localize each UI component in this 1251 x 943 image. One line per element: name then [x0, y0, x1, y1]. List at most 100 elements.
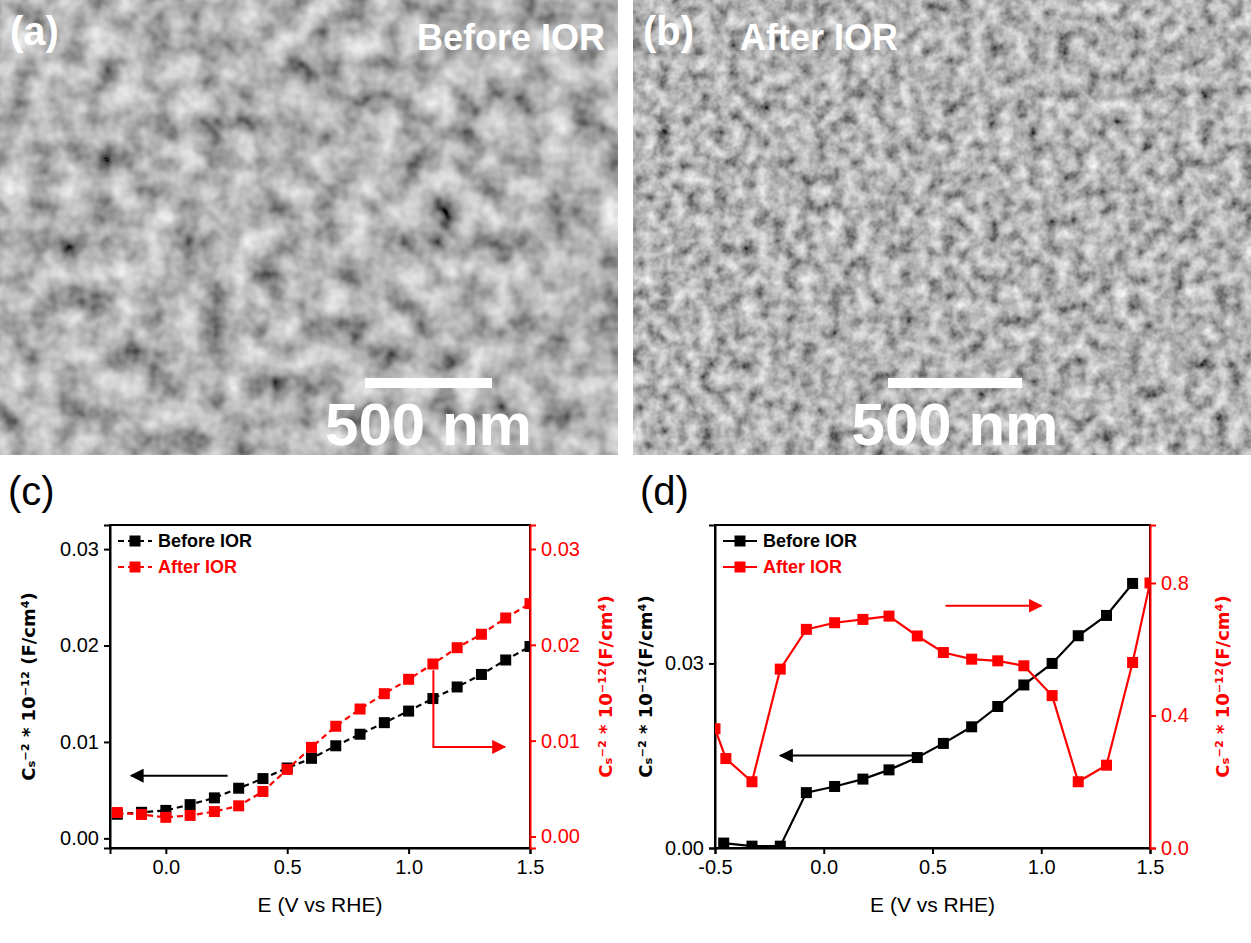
data-point [525, 598, 531, 609]
chart: -0.50.00.51.01.50.000.030.00.40.8E (V vs… [635, 469, 1233, 916]
x-axis-tick-mark [165, 848, 167, 854]
x-axis-title: E (V vs RHE) [870, 893, 995, 916]
y-axis: 0.00 0.03 [665, 526, 715, 859]
x-axis-line [716, 849, 1151, 855]
y-axis-tick-label: 0.02 [60, 634, 99, 656]
data-point [403, 706, 414, 717]
data-point [1018, 679, 1029, 690]
y-axis-line [104, 526, 111, 849]
x-axis-tick: 1.0 [395, 848, 423, 878]
y2-axis-tick: 0.02 [530, 634, 580, 656]
image-texture [0, 0, 618, 455]
y-axis-tick: 0.00 [60, 827, 110, 849]
data-point [1047, 690, 1058, 701]
y2-axis-tick: 0.0 [1150, 837, 1189, 859]
annotation-arrow [946, 605, 1042, 607]
x-axis-tick-mark [408, 848, 410, 854]
plot-area [112, 598, 530, 823]
data-point [966, 654, 977, 665]
data-point [476, 669, 487, 680]
x-axis-tick: 1.5 [517, 848, 545, 878]
data-point [746, 776, 757, 787]
y-axis-tick-mark [104, 838, 110, 840]
data-point [1018, 660, 1029, 671]
plot-frame [110, 525, 530, 848]
y2-axis: 0.00.40.8 [1150, 526, 1189, 859]
y2-axis-tick-mark [1150, 715, 1156, 717]
data-point [330, 721, 341, 732]
data-point [476, 629, 487, 640]
annotation-arrow [780, 755, 921, 757]
panel-label: (d) [640, 469, 689, 513]
data-point [233, 783, 244, 794]
x-axis-tick: 0.5 [919, 848, 947, 878]
data-point [233, 800, 244, 811]
data-point [355, 704, 366, 715]
data-point [282, 764, 293, 775]
image-title: Before IOR [417, 17, 605, 58]
image-background [633, 0, 1251, 455]
x-axis-line [111, 849, 531, 855]
y-axis-tick: 0.03 [60, 538, 110, 560]
legend-marker [130, 536, 141, 547]
y-axis-tick-label: 0.03 [665, 652, 704, 674]
legend-label: Before IOR [158, 531, 252, 551]
data-point [1101, 610, 1112, 621]
legend-marker [130, 562, 141, 573]
data-point [801, 787, 812, 798]
x-axis-tick-label: 1.0 [1028, 856, 1056, 878]
x-axis-tick-mark [823, 848, 825, 854]
legend-marker [735, 562, 746, 573]
data-point [775, 841, 786, 848]
data-point [525, 641, 531, 652]
legend-label: After IOR [158, 557, 237, 577]
y2-axis-tick: 0.03 [530, 538, 580, 560]
legend-marker [735, 536, 746, 547]
data-point [720, 753, 731, 764]
y2-axis-tick-label: 0.03 [541, 538, 580, 560]
y2-axis-line [531, 526, 537, 849]
data-point [884, 611, 895, 622]
series-line [715, 583, 1150, 782]
y2-axis-tick: 0.8 [1150, 572, 1189, 594]
scale-bar [365, 378, 492, 388]
y-axis-title: Cₛ⁻² * 10⁻¹²(F/cm⁴) [635, 595, 656, 777]
x-axis-tick: 0.0 [810, 848, 838, 878]
image-background [0, 0, 618, 455]
x-axis-tick: 0.0 [152, 848, 180, 878]
series-line [724, 583, 1133, 846]
image-panel: (b)After IOR500 nm [633, 0, 1251, 458]
y2-axis: 0.000.010.020.03 [530, 526, 580, 849]
series-line [117, 604, 530, 818]
y2-axis-tick-label: 0.02 [541, 634, 580, 656]
chart: 0.00.51.01.50.000.010.020.030.000.010.02… [8, 469, 616, 916]
legend-label: Before IOR [763, 531, 857, 551]
data-point [857, 774, 868, 785]
data-point [209, 792, 220, 803]
scale-bar-label: 500 nm [852, 391, 1059, 458]
y2-axis-tick-mark [1150, 848, 1156, 850]
x-axis-tick-label: 1.5 [517, 856, 545, 878]
y-axis-line [709, 526, 716, 849]
y-axis-tick-mark [104, 645, 110, 647]
image-panel: (a)Before IOR500 nm [0, 0, 618, 458]
data-point [775, 664, 786, 675]
y-axis-tick-label: 0.00 [665, 837, 704, 859]
y-axis-tick-label: 0.00 [60, 827, 99, 849]
x-axis-title: E (V vs RHE) [258, 893, 383, 916]
y-axis-tick-mark [104, 549, 110, 551]
y-axis: 0.000.010.020.03 [60, 526, 110, 850]
data-point [306, 753, 317, 764]
data-point [427, 658, 438, 669]
y2-axis-line [1151, 526, 1157, 849]
data-point [1145, 577, 1151, 588]
data-point [938, 647, 949, 658]
legend-label: After IOR [763, 557, 842, 577]
data-point [1101, 760, 1112, 771]
data-point [938, 738, 949, 749]
y2-axis-tick-mark [530, 548, 536, 550]
y2-axis-title: Cₛ⁻² * 10⁻¹²(F/cm⁴) [595, 595, 616, 777]
annotation-arrow [433, 670, 504, 747]
x-axis-tick-label: 0.5 [919, 856, 947, 878]
y2-axis-tick-label: 0.0 [1161, 837, 1189, 859]
